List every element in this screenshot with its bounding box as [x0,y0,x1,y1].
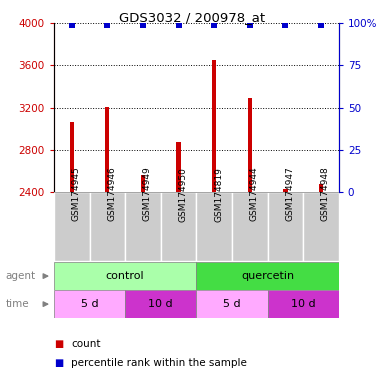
Bar [268,290,339,318]
Text: GSM174949: GSM174949 [143,167,152,222]
Bar [319,184,323,192]
Bar [54,262,196,290]
Bar [125,290,196,318]
Bar [283,189,288,192]
Text: GDS3032 / 200978_at: GDS3032 / 200978_at [119,12,266,25]
Bar [196,262,339,290]
Text: 10 d: 10 d [149,299,173,309]
Text: GSM174944: GSM174944 [250,167,259,222]
Bar [141,175,145,192]
Bar [303,192,339,261]
Text: GSM174950: GSM174950 [179,167,187,222]
Bar [196,290,268,318]
Text: agent: agent [6,271,36,281]
Bar [54,290,125,318]
Bar [125,192,161,261]
Bar [176,142,181,192]
Text: GSM174948: GSM174948 [321,167,330,222]
Text: ■: ■ [54,358,63,368]
Bar [212,60,216,192]
Text: count: count [71,339,101,349]
Bar [232,192,268,261]
Text: 5 d: 5 d [223,299,241,309]
Text: 5 d: 5 d [81,299,98,309]
Text: percentile rank within the sample: percentile rank within the sample [71,358,247,368]
Bar [105,107,109,192]
Bar [248,98,252,192]
Bar [90,192,125,261]
Text: ■: ■ [54,339,63,349]
Text: 10 d: 10 d [291,299,315,309]
Bar [70,122,74,192]
Text: GSM174945: GSM174945 [72,167,81,222]
Text: GSM174819: GSM174819 [214,167,223,222]
Text: quercetin: quercetin [241,271,294,281]
Text: GSM174946: GSM174946 [107,167,116,222]
Bar [196,192,232,261]
Bar [161,192,196,261]
Text: GSM174947: GSM174947 [285,167,295,222]
Text: time: time [6,299,29,309]
Bar [268,192,303,261]
Text: control: control [106,271,144,281]
Bar [54,192,90,261]
